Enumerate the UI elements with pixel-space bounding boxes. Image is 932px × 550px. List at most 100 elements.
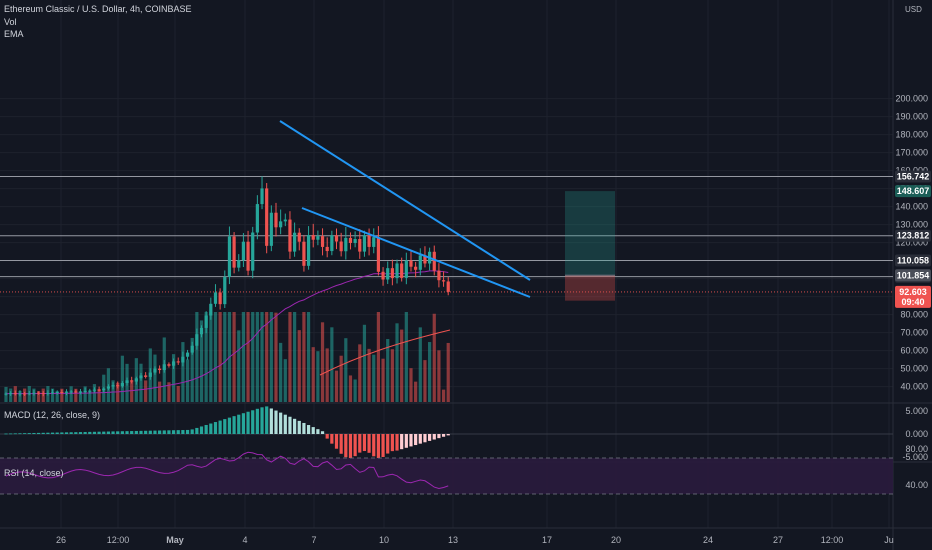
macd-histogram-bar [293,418,297,434]
macd-histogram-bar [227,417,232,434]
macd-axis-label: -5.000 [902,452,928,462]
candle-body [64,392,69,394]
time-axis-label: 13 [448,535,458,545]
candle-body [344,237,348,252]
volume-bar [423,360,427,402]
volume-bar [176,386,180,402]
trendlines[interactable] [279,120,531,298]
macd-histogram-bar [316,429,320,434]
volume-bars [4,312,451,402]
price-axis-label: 50.000 [900,364,928,374]
volume-bar [288,312,292,402]
macd-histogram-bar [362,434,367,452]
time-axis[interactable]: 26 12:00 May 4 7 10 13 17 20 24 27 12:00 Ju [56,535,894,545]
last-price-tag-bg [895,285,931,308]
macd-histogram-bar [358,434,362,453]
candle-body [288,219,292,252]
macd-histogram-bar [237,414,241,434]
rsi-band [0,458,893,494]
price-level-lines[interactable] [0,175,893,293]
candle-body [83,390,87,392]
macd-histogram-bar [260,407,264,434]
macd-histogram-bar [446,434,450,436]
candle-body [372,237,376,247]
target-tag: 148.607 [897,186,930,196]
volume-bar [255,312,259,402]
candle-body [223,276,227,305]
macd-histogram-bar [120,431,124,434]
rsi-pane [0,451,893,495]
loss-zone [565,275,615,301]
chart-title: Ethereum Classic / U.S. Dollar, 4h, COIN… [4,4,192,14]
candlestick-series[interactable] [4,176,450,397]
candle-body [246,241,250,271]
candle-body [32,392,36,394]
candle-body [446,281,450,292]
rsi-axis-label: 80.00 [905,444,928,454]
level-tag: 123.812 [897,231,930,241]
macd-histogram-bar [306,425,311,434]
volume-bar [120,355,124,402]
macd-histogram-bar [334,434,339,449]
candle-body [162,364,166,371]
profit-zone [565,191,615,276]
candle-body [55,392,59,393]
candle-body [227,236,232,277]
macd-histogram-bar [185,429,190,434]
volume-bar [409,368,413,402]
volume-bar [432,313,436,402]
candle-body [9,393,13,395]
candle-body [130,380,134,382]
macd-histogram-bar [78,432,83,434]
macd-histogram-bar [27,433,31,434]
candle-body [88,390,92,392]
price-tags: 156.742123.812110.058101.067148.607101.8… [895,170,931,308]
macd-histogram-bar [218,420,222,434]
macd-histogram-bar [64,432,69,434]
candle-body [251,232,255,271]
volume-bar [88,391,92,402]
time-axis-label: 27 [773,535,783,545]
macd-histogram-bar [4,433,8,435]
volume-bar [232,312,236,402]
macd-pane [0,406,893,459]
ema-legend: EMA [4,29,24,39]
macd-histogram-bar [148,430,152,434]
candle-body [92,389,97,391]
vol-legend: Vol [4,17,17,27]
macd-histogram-bar [297,420,301,434]
long-position-tool[interactable] [565,191,615,301]
candle-body [102,388,106,391]
candle-body [209,303,213,316]
macd-histogram-bar [167,430,171,434]
volume-bar [218,312,222,402]
candle-body [60,392,64,393]
volume-bar [55,391,59,402]
macd-histogram-bar [60,432,64,434]
macd-histogram-bar [181,430,185,434]
volume-bar [97,388,101,402]
price-axis-label: 180.000 [895,130,928,140]
volume-bar [139,363,143,402]
price-axis-label: 140.000 [895,202,928,212]
candle-body [241,241,246,261]
candle-body [339,241,343,252]
macd-histogram-bar [190,429,194,434]
volume-bar [400,329,404,402]
macd-histogram-bar [199,426,204,434]
candle-body [400,263,404,278]
candle-body [265,188,269,246]
macd-histogram-bar [13,433,17,435]
time-axis-label: 20 [611,535,621,545]
macd-histogram-bar [102,431,106,434]
macd-axis-label: 0.000 [905,429,928,439]
macd-histogram-bar [18,433,22,435]
volume-bar [223,312,227,402]
candle-body [144,375,148,377]
macd-histogram-bar [274,410,278,434]
volume-bar [209,312,213,402]
macd-histogram-bar [339,434,343,454]
candle-body [120,383,124,387]
macd-histogram-bar [134,430,138,434]
